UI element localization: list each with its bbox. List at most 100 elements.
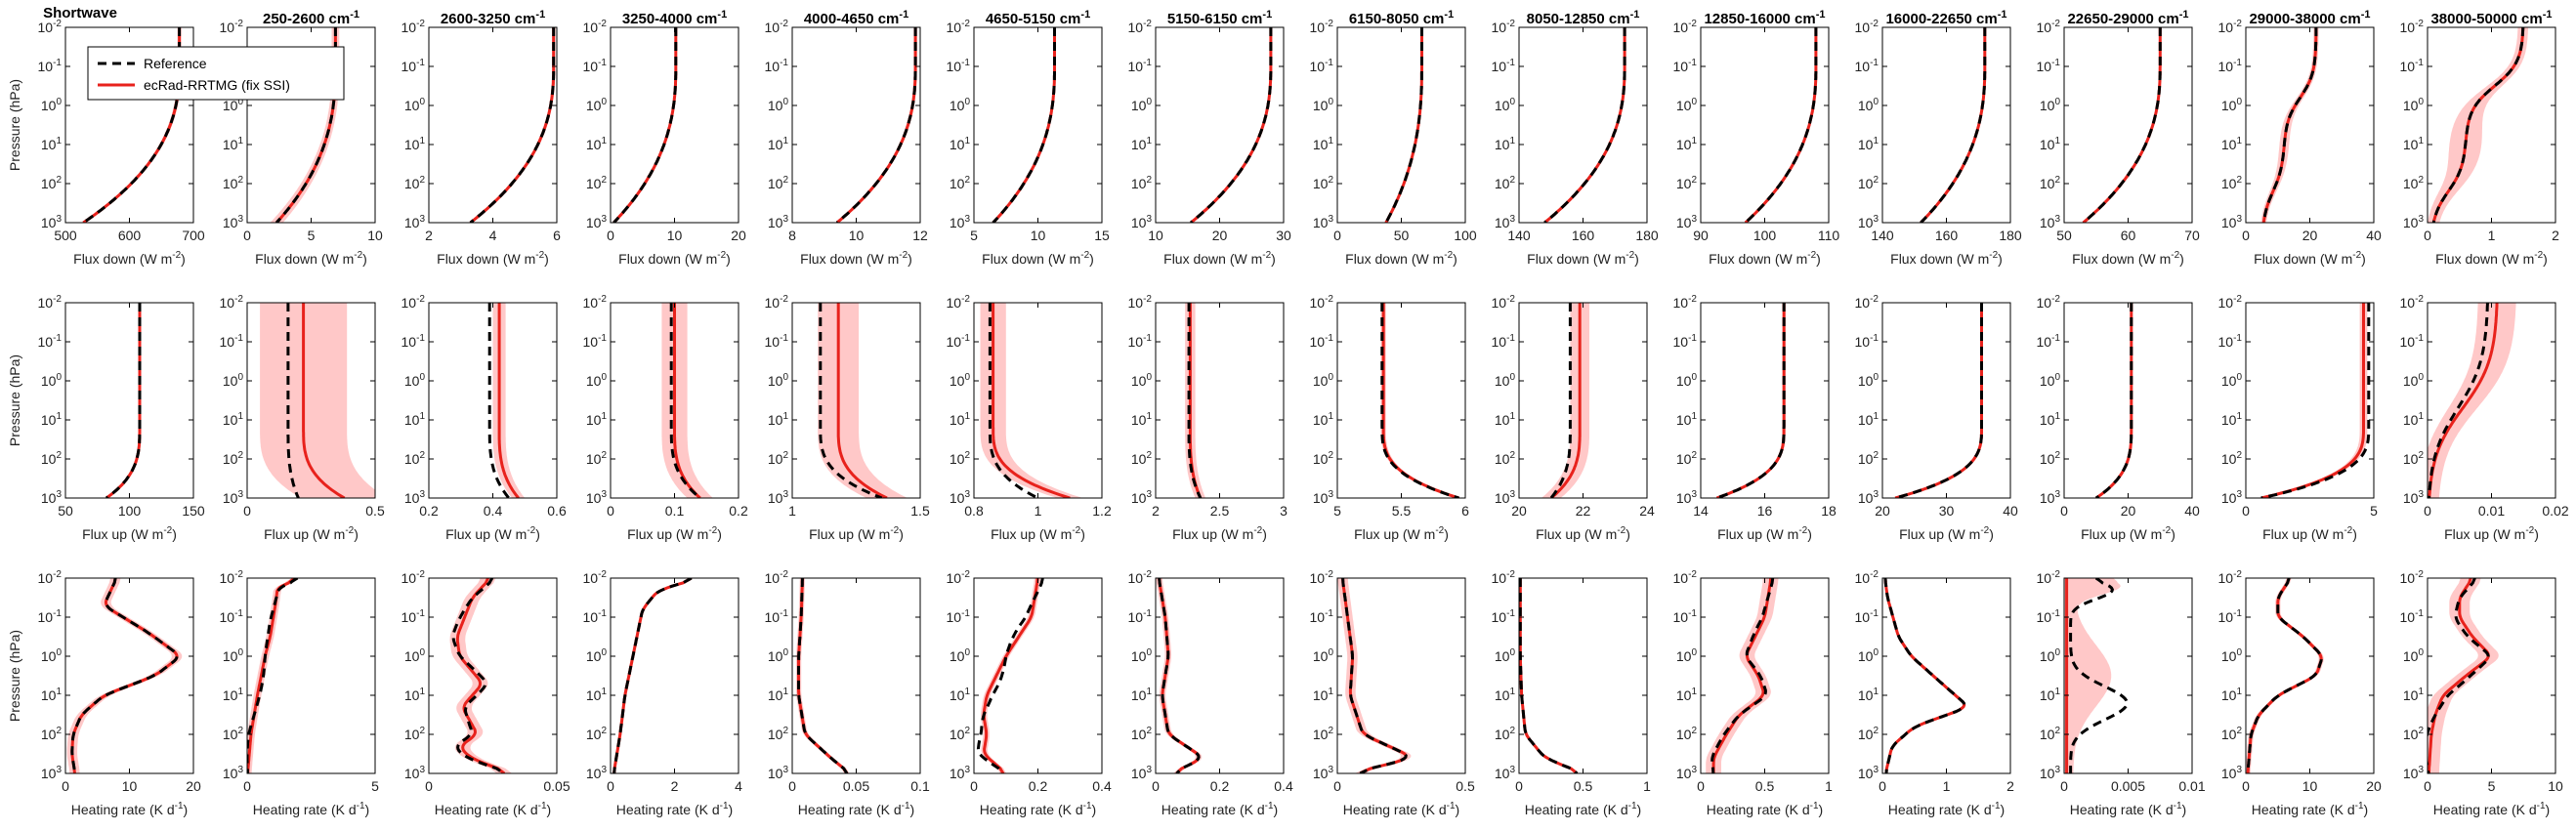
ecrad-line (836, 303, 888, 498)
y-tick-exponent: 0 (964, 97, 970, 107)
y-tick-label: 10-1 (947, 608, 971, 625)
x-tick-label: 0.05 (543, 778, 570, 794)
y-tick-label: 102 (2403, 450, 2425, 467)
y-tick-label: 101 (404, 686, 426, 703)
panel-frame (791, 302, 921, 499)
reference-line (1380, 303, 1459, 498)
y-tick-exponent: -2 (1506, 294, 1515, 305)
y-tick-exponent: 1 (237, 686, 243, 697)
y-tick-label: 101 (223, 136, 244, 152)
y-tick-exponent: -1 (53, 333, 62, 344)
y-tick-exponent: 2 (1328, 175, 1333, 186)
x-tick-label: 0.1 (665, 503, 685, 519)
x-tick-label: 20 (2302, 228, 2318, 243)
y-tick-label: 100 (41, 97, 63, 113)
y-tick-label: 100 (1676, 372, 1698, 389)
reference-line (451, 578, 505, 773)
y-tick-label: 100 (950, 372, 971, 389)
band-title-sup: -1 (1080, 9, 1090, 21)
x-tick-label: 0.4 (484, 503, 503, 519)
panel-frame (1518, 577, 1648, 774)
y-tick-exponent: 1 (782, 686, 788, 697)
ecrad-line (2094, 303, 2133, 498)
x-axis-label-end: ) (2179, 251, 2184, 267)
y-tick-label: 101 (1495, 411, 1516, 428)
x-tick-label: 0.2 (1210, 778, 1230, 794)
panel-frame (2245, 577, 2375, 774)
y-tick-label: 10-1 (2218, 333, 2243, 350)
reference-line (1190, 27, 1273, 223)
y-tick-exponent: -1 (1506, 608, 1515, 619)
x-axis-label: Heating rate (K d-1) (253, 801, 369, 817)
uncertainty-band (661, 303, 713, 498)
y-tick-label: 102 (2403, 175, 2425, 191)
reference-line (612, 27, 678, 223)
ecrad-line (1549, 303, 1582, 498)
y-tick-exponent: 2 (419, 726, 425, 736)
x-axis-label-sup: -2 (345, 525, 354, 536)
x-axis-label: Flux up (W m-2) (264, 525, 359, 542)
y-tick-label: 10-1 (401, 608, 426, 625)
x-tick-label: 0.5 (1755, 778, 1775, 794)
x-tick-label: 5 (1333, 503, 1341, 519)
y-tick-label: 102 (1676, 726, 1698, 742)
y-tick-exponent: 0 (419, 372, 425, 383)
band-title-sup: -1 (1816, 9, 1826, 21)
y-tick-exponent: 2 (2418, 175, 2424, 186)
y-tick-label: 10-1 (1492, 333, 1516, 350)
x-axis-label: Heating rate (K d-1) (1707, 801, 1823, 817)
y-tick-exponent: 0 (782, 647, 788, 658)
y-tick-exponent: 2 (2236, 175, 2242, 186)
y-tick-label: 101 (2221, 136, 2243, 152)
y-tick-exponent: 2 (1328, 450, 1333, 461)
y-tick-label: 102 (41, 726, 63, 742)
y-tick-exponent: 1 (237, 136, 243, 146)
y-tick-label: 100 (1676, 647, 1698, 664)
y-tick-label: 10-2 (2400, 294, 2425, 311)
y-tick-label: 10-2 (2218, 569, 2243, 586)
x-tick-label: 0 (970, 778, 978, 794)
y-tick-label: 102 (1858, 175, 1879, 191)
x-axis-label-end: ) (547, 802, 552, 817)
x-tick-label: 0.6 (547, 503, 567, 519)
y-tick-exponent: 3 (601, 489, 607, 500)
x-axis-label-end: ) (1453, 251, 1457, 267)
y-tick-label: 10-2 (1673, 569, 1698, 586)
uncertainty-band (105, 303, 142, 498)
x-axis-label: Flux down (W m-2) (437, 250, 549, 267)
x-axis-label: Flux down (W m-2) (1527, 250, 1639, 267)
y-tick-label: 101 (1858, 411, 1879, 428)
y-tick-label: 101 (768, 686, 789, 703)
y-tick-label: 102 (1676, 175, 1698, 191)
y-tick-label: 102 (1131, 175, 1153, 191)
ecrad-line (612, 578, 693, 773)
y-tick-exponent: -2 (780, 569, 788, 580)
x-axis-label-end: ) (1819, 802, 1824, 817)
y-tick-label: 101 (768, 411, 789, 428)
x-axis-label-sup: -2 (1989, 250, 1998, 261)
x-axis-label-sup: -2 (1080, 250, 1089, 261)
y-tick-exponent: -2 (2233, 294, 2242, 305)
panel-frame (2245, 302, 2375, 499)
y-tick-label: 10-2 (2037, 19, 2061, 35)
reference-line (2428, 303, 2489, 498)
y-tick-label: 10-2 (2037, 294, 2061, 311)
y-tick-exponent: 1 (1691, 411, 1697, 422)
x-axis-label-sup: -2 (2534, 250, 2543, 261)
x-tick-label: 160 (1935, 228, 1959, 243)
y-tick-exponent: 3 (2236, 489, 2242, 500)
y-tick-label: 10-2 (220, 569, 244, 586)
reference-line (988, 303, 1039, 498)
y-tick-exponent: -2 (2233, 19, 2242, 29)
y-tick-label: 101 (1313, 411, 1334, 428)
x-tick-label: 700 (182, 228, 205, 243)
uncertainty-band (992, 27, 1056, 223)
y-tick-label: 10-1 (947, 58, 971, 74)
x-tick-label: 0 (2060, 503, 2068, 519)
x-tick-label: 0 (2242, 778, 2250, 794)
y-tick-exponent: 1 (782, 411, 788, 422)
